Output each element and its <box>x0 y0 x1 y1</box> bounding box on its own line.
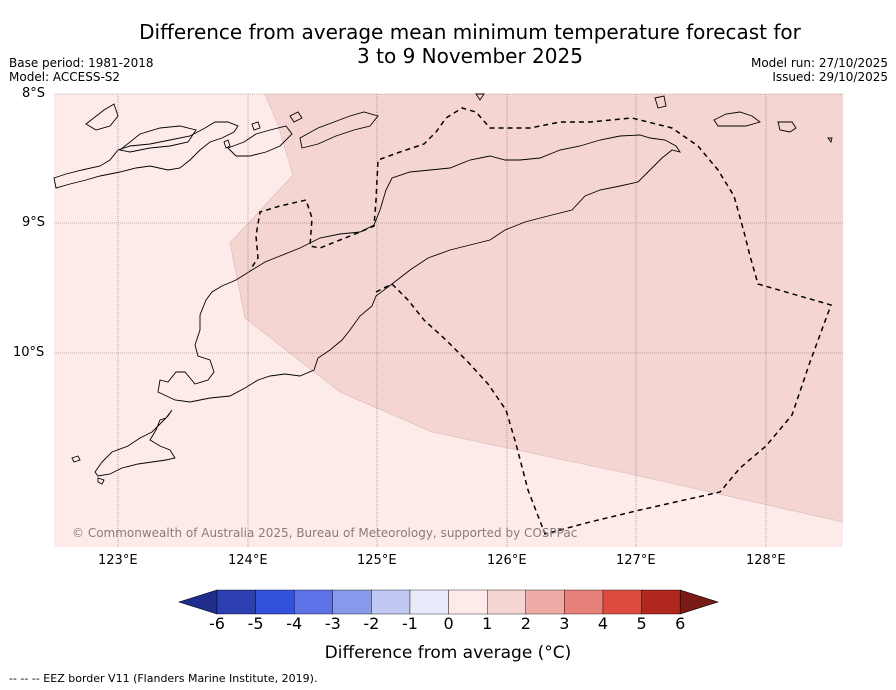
colorbar-extend-high <box>679 589 719 615</box>
colorbar-cell <box>294 589 334 615</box>
small-island-coast <box>97 477 105 485</box>
lon-label-127e: 127°E <box>616 553 656 568</box>
anomaly-zone-1-2 <box>230 94 843 522</box>
colorbar-tick-label: 3 <box>559 614 570 633</box>
graticule <box>54 93 843 547</box>
flores-coast <box>53 121 239 189</box>
small-island-coast <box>71 455 81 463</box>
colorbar-tick-label: 4 <box>597 614 609 633</box>
colorbar-tick-label: -5 <box>247 614 264 633</box>
colorbar-tick-label: -2 <box>363 614 380 633</box>
island-coast <box>713 111 761 127</box>
meta-right: Model run: 27/10/2025 Issued: 29/10/2025 <box>751 56 888 84</box>
base-period: Base period: 1981-2018 <box>9 56 154 70</box>
coastlines <box>53 93 833 485</box>
alor-coast <box>227 125 293 157</box>
lon-label-125e: 125°E <box>357 553 397 568</box>
model-run: Model run: 27/10/2025 <box>750 56 888 70</box>
copyright-notice: © Commonwealth of Australia 2025, Bureau… <box>72 526 578 540</box>
colorbar-tick-label: 2 <box>520 614 531 633</box>
timor-coast <box>157 134 682 403</box>
colorbar-tick-label: -6 <box>209 614 225 633</box>
model-name: Model: ACCESS-S2 <box>9 70 121 84</box>
island-coast <box>777 121 797 133</box>
lat-label-9s: 9°S <box>22 215 46 230</box>
colorbar-cell <box>487 589 527 615</box>
island-coast <box>118 125 197 153</box>
colorbar-cell <box>255 589 295 615</box>
eez-border-east <box>249 107 832 535</box>
meta-left: Base period: 1981-2018 Model: ACCESS-S2 <box>9 56 154 84</box>
rote-island-coast <box>94 409 176 477</box>
colorbar-cell <box>641 589 681 615</box>
colorbar-cell <box>216 589 256 615</box>
eez-borders <box>249 107 832 535</box>
colorbar-cell <box>525 589 565 615</box>
lat-label-8s: 8°S <box>22 86 46 101</box>
anomaly-contour <box>229 93 844 523</box>
title-line-2: 3 to 9 November 2025 <box>357 44 583 68</box>
colorbar-cell <box>409 589 449 615</box>
colorbar-cell <box>448 589 488 615</box>
island-coast <box>289 111 303 123</box>
colorbar-cell <box>602 589 642 615</box>
colorbar-cell <box>332 589 372 615</box>
island-coast <box>223 139 231 149</box>
colorbar-tick-label: -3 <box>324 614 341 633</box>
chart-title: Difference from average mean minimum tem… <box>0 20 896 68</box>
title-line-1: Difference from average mean minimum tem… <box>139 20 801 44</box>
colorbar-title: Difference from average (°C) <box>324 643 572 663</box>
lon-label-128e: 128°E <box>746 553 786 568</box>
wetar-coast <box>299 111 379 149</box>
island-coast <box>475 93 485 101</box>
lon-label-124e: 124°E <box>228 553 268 568</box>
colorbar-tick-label: 6 <box>675 614 686 633</box>
colorbar-tick-label: 0 <box>443 614 454 633</box>
colorbar <box>178 589 719 615</box>
island-coast <box>654 95 667 109</box>
colorbar-tick-label: -1 <box>402 614 418 633</box>
lat-label-10s: 10°S <box>13 345 45 360</box>
eez-footnote: -- -- -- EEZ border V11 (Flanders Marine… <box>9 672 318 685</box>
colorbar-extend-low <box>178 589 218 615</box>
island-coast <box>827 137 833 144</box>
colorbar-tick-label: 1 <box>482 614 493 633</box>
lon-label-123e: 123°E <box>98 553 138 568</box>
issued-date: Issued: 29/10/2025 <box>772 70 888 84</box>
colorbar-cell <box>564 589 604 615</box>
colorbar-tick-label: -4 <box>286 614 303 633</box>
colorbar-tick-label: 5 <box>636 614 647 633</box>
colorbar-cell <box>371 589 411 615</box>
island-coast <box>85 103 119 131</box>
island-coast <box>251 121 261 131</box>
lon-label-126e: 126°E <box>487 553 527 568</box>
